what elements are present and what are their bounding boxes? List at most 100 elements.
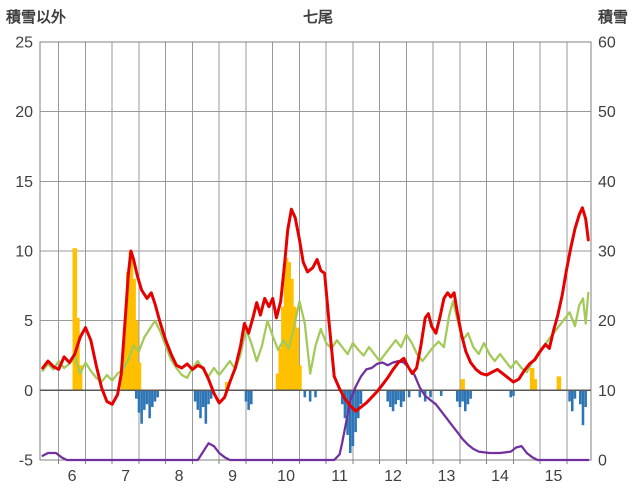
blue-bars xyxy=(359,390,363,405)
blue-bars xyxy=(308,390,312,402)
blue-bars xyxy=(340,390,344,405)
blue-bars xyxy=(247,390,250,410)
blue-bars xyxy=(579,390,582,405)
blue-bars xyxy=(458,390,462,408)
x-axis-tick-label: 13 xyxy=(438,468,456,485)
blue-bars xyxy=(512,390,515,396)
blue-bars xyxy=(509,390,513,398)
blue-bars xyxy=(201,390,205,408)
blue-bars xyxy=(391,390,395,412)
blue-bars xyxy=(151,390,154,408)
orange-bars xyxy=(286,262,292,391)
blue-bars xyxy=(464,390,467,412)
blue-bars xyxy=(343,390,347,419)
blue-bars xyxy=(402,390,406,402)
blue-bars xyxy=(145,390,149,405)
right-axis-tick-label: 50 xyxy=(598,104,616,121)
blue-bars xyxy=(397,390,400,401)
orange-bars xyxy=(128,251,134,391)
x-axis-tick-label: 7 xyxy=(121,468,130,485)
x-axis-tick-label: 14 xyxy=(491,468,509,485)
right-axis-tick-label: 30 xyxy=(598,244,616,261)
orange-bars xyxy=(131,278,136,391)
blue-bars xyxy=(314,390,317,398)
blue-bars xyxy=(418,390,422,398)
blue-bars xyxy=(244,390,248,402)
blue-bars xyxy=(153,390,157,402)
x-axis-tick-label: 9 xyxy=(228,468,237,485)
orange-bars xyxy=(136,362,142,391)
right-axis-tick-label: 0 xyxy=(598,453,607,470)
orange-bars xyxy=(294,327,300,391)
left-axis-tick-label: 10 xyxy=(15,244,33,261)
blue-bars xyxy=(394,390,398,405)
x-axis-tick-label: 10 xyxy=(277,468,295,485)
x-axis-tick-label: 6 xyxy=(68,468,77,485)
red-line xyxy=(41,206,590,413)
orange-bars xyxy=(75,317,80,391)
blue-bars xyxy=(581,390,585,426)
blue-bars xyxy=(407,390,411,398)
left-axis-tick-label: 0 xyxy=(24,383,33,400)
blue-bars xyxy=(469,390,472,399)
right-axis-title: 積雪 xyxy=(597,9,628,26)
blue-bars xyxy=(148,390,151,419)
orange-bars xyxy=(297,365,302,391)
blue-bars xyxy=(209,390,213,399)
orange-bars xyxy=(275,373,281,391)
orange-bars xyxy=(125,271,131,391)
blue-bars xyxy=(399,390,403,408)
left-axis-tick-label: 15 xyxy=(15,174,33,191)
blue-bars xyxy=(199,390,202,419)
blue-bars xyxy=(250,390,253,405)
x-axis-tick-label: 8 xyxy=(175,468,184,485)
x-axis-tick-label: 12 xyxy=(384,468,402,485)
blue-bars xyxy=(137,390,141,413)
blue-bars xyxy=(143,390,146,410)
right-axis-tick-label: 40 xyxy=(598,174,616,191)
blue-bars xyxy=(303,390,307,398)
green-line xyxy=(41,291,590,384)
blue-bars xyxy=(140,390,143,424)
orange-bars xyxy=(556,376,562,391)
blue-bars xyxy=(135,390,138,399)
orange-bars xyxy=(278,348,284,391)
blue-bars xyxy=(568,390,571,402)
purple-line xyxy=(41,359,590,462)
blue-bars xyxy=(196,390,200,410)
blue-bars xyxy=(466,390,470,405)
blue-bars xyxy=(429,390,432,398)
blue-bars xyxy=(357,390,360,419)
blue-bars xyxy=(584,390,587,408)
blue-bars xyxy=(461,390,464,402)
orange-bars xyxy=(283,257,289,391)
left-axis-tick-label: 20 xyxy=(15,104,33,121)
blue-bars xyxy=(156,390,159,398)
orange-bars xyxy=(532,379,538,391)
orange-bars xyxy=(134,320,139,391)
orange-bars xyxy=(72,248,78,391)
left-axis-title: 積雪以外 xyxy=(6,9,67,26)
right-axis-tick-label: 10 xyxy=(598,383,616,400)
blue-bars xyxy=(348,390,352,454)
left-axis-tick-label: 5 xyxy=(24,313,33,330)
orange-bars xyxy=(120,369,126,391)
left-axis-tick-label: 25 xyxy=(15,35,33,52)
orange-bars xyxy=(281,306,286,391)
orange-bars xyxy=(77,365,83,391)
orange-bars xyxy=(460,379,465,391)
right-axis-tick-label: 60 xyxy=(598,35,616,52)
blue-bars xyxy=(439,390,443,396)
blue-bars xyxy=(455,390,459,402)
blue-bars xyxy=(193,390,197,402)
blue-bars xyxy=(207,390,210,405)
orange-bars xyxy=(123,327,128,391)
x-axis-tick-label: 11 xyxy=(331,468,348,485)
right-axis-tick-label: 20 xyxy=(598,313,616,330)
blue-bars xyxy=(386,390,390,402)
blue-bars xyxy=(351,390,355,447)
blue-bars xyxy=(570,390,574,412)
orange-bars xyxy=(529,368,535,391)
